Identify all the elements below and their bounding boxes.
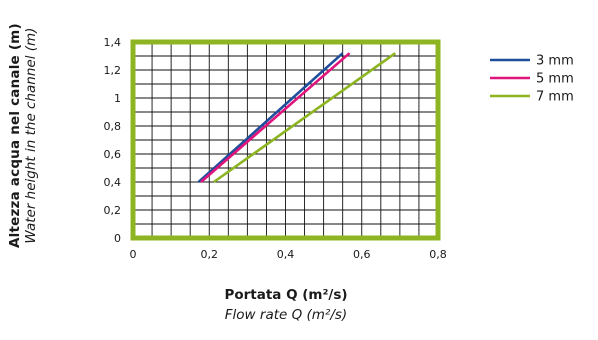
x-tick-label: 0,2 (201, 248, 219, 261)
x-axis-label: Portata Q (m²/s) Flow rate Q (m²/s) (130, 286, 442, 325)
x-tick-label: 0,8 (429, 248, 447, 261)
y-tick-label: 1 (114, 92, 121, 105)
y-tick-label: 1,2 (104, 64, 122, 77)
legend-label: 3 mm (536, 54, 574, 69)
y-tick-label: 0,4 (104, 176, 122, 189)
series-line-3mm (199, 53, 343, 182)
x-tick-label: 0,4 (277, 248, 295, 261)
line-chart: 0 0,2 0,4 0,6 0,8 1 1,2 1,4 0 0,2 0,4 0,6 0,8 3 mm 5 m… (0, 0, 598, 290)
y-tick-label: 0,6 (104, 148, 122, 161)
x-tick-label: 0 (130, 248, 137, 261)
x-axis-label-it: Portata Q (m²/s) (130, 286, 442, 306)
legend-label: 5 mm (536, 72, 574, 87)
y-tick-label: 0,2 (104, 204, 122, 217)
y-tick-label: 0,8 (104, 120, 122, 133)
x-tick-label: 0,6 (353, 248, 371, 261)
series-line-5mm (201, 53, 350, 182)
x-axis-label-en: Flow rate Q (m²/s) (130, 306, 442, 326)
y-tick-label: 0 (114, 232, 121, 245)
y-tick-label: 1,4 (104, 36, 122, 49)
legend-label: 7 mm (536, 90, 574, 105)
